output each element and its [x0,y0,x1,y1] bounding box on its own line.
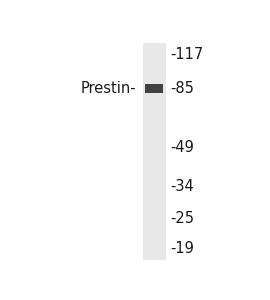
Bar [143,43,166,260]
Bar [145,84,163,93]
Text: -19: -19 [170,241,194,256]
Text: -85: -85 [170,81,194,96]
Text: -49: -49 [170,140,194,154]
Text: -25: -25 [170,212,194,226]
Text: -34: -34 [170,178,194,194]
Text: -117: -117 [170,47,203,62]
Text: Prestin-: Prestin- [81,81,136,96]
